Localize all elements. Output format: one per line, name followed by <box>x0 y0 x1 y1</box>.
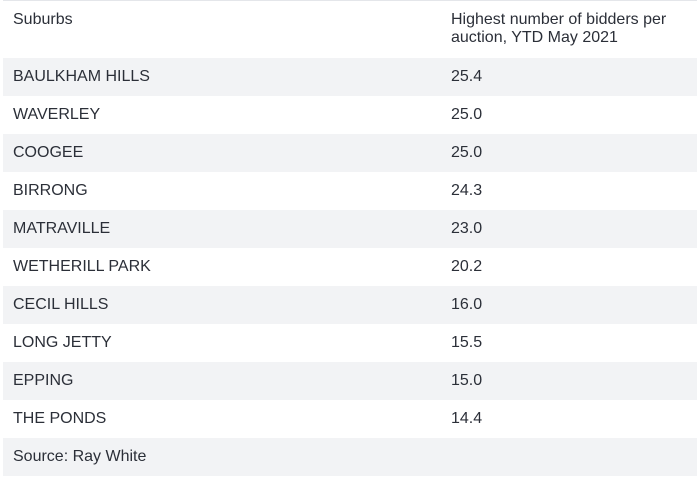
bidders-cell: 23.0 <box>451 220 483 237</box>
bidders-cell: 20.2 <box>451 258 483 275</box>
bidders-cell: 16.0 <box>451 296 483 313</box>
bidders-cell: 25.0 <box>451 144 483 161</box>
bidders-table: Suburbs Highest number of bidders per au… <box>3 0 697 476</box>
table-header: Suburbs Highest number of bidders per au… <box>3 1 697 58</box>
table-row: WETHERILL PARK 20.2 <box>3 248 697 286</box>
table-row: EPPING 15.0 <box>3 362 697 400</box>
source-note: Source: Ray White <box>13 448 147 465</box>
table-row: LONG JETTY 15.5 <box>3 324 697 362</box>
suburb-cell: WAVERLEY <box>13 106 101 123</box>
suburb-cell: BIRRONG <box>13 182 88 199</box>
suburb-cell: COOGEE <box>13 144 84 161</box>
suburb-cell: BAULKHAM HILLS <box>13 68 150 85</box>
bidders-cell: 14.4 <box>451 410 483 427</box>
bidders-cell: 25.0 <box>451 106 483 123</box>
header-bidders: Highest number of bidders per auction, Y… <box>451 11 667 46</box>
suburb-cell: EPPING <box>13 372 74 389</box>
suburb-cell: LONG JETTY <box>13 334 112 351</box>
suburb-cell: WETHERILL PARK <box>13 258 151 275</box>
table-row: BIRRONG 24.3 <box>3 172 697 210</box>
header-suburbs: Suburbs <box>13 11 73 28</box>
table-row: COOGEE 25.0 <box>3 134 697 172</box>
table-row: THE PONDS 14.4 <box>3 400 697 438</box>
table-row: BAULKHAM HILLS 25.4 <box>3 58 697 96</box>
suburb-cell: THE PONDS <box>13 410 107 427</box>
table-row: WAVERLEY 25.0 <box>3 96 697 134</box>
table-footer: Source: Ray White <box>3 438 697 476</box>
table-row: CECIL HILLS 16.0 <box>3 286 697 324</box>
bidders-cell: 15.0 <box>451 372 483 389</box>
table-row: MATRAVILLE 23.0 <box>3 210 697 248</box>
bidders-cell: 24.3 <box>451 182 483 199</box>
suburb-cell: CECIL HILLS <box>13 296 109 313</box>
bidders-cell: 25.4 <box>451 68 483 85</box>
suburb-cell: MATRAVILLE <box>13 220 111 237</box>
bidders-cell: 15.5 <box>451 334 483 351</box>
